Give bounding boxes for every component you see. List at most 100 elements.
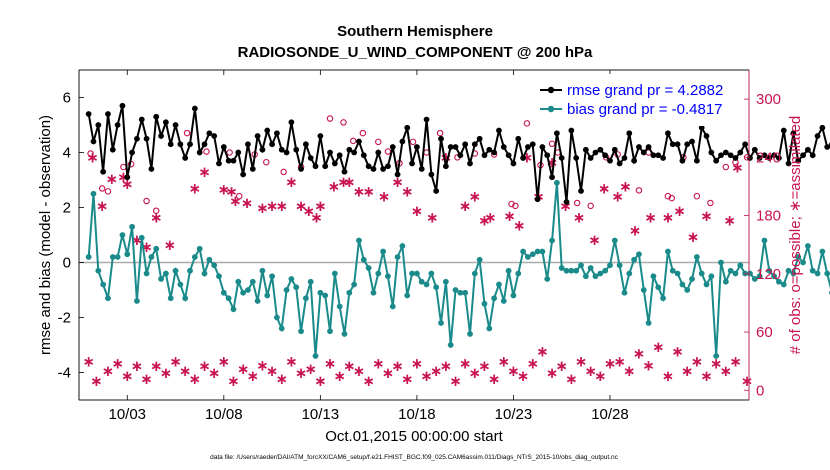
rmse-point (790, 130, 797, 137)
bias-point (814, 270, 821, 277)
assimilated-obs-point: ∗ (189, 370, 202, 388)
bias-point (636, 251, 642, 258)
assimilated-obs-point: ∗ (391, 173, 404, 191)
assimilated-obs-point: ∗ (469, 187, 482, 205)
rmse-point (283, 149, 290, 156)
rmse-point (302, 141, 309, 148)
bias-point (114, 254, 121, 260)
bias-point (539, 248, 546, 255)
rmse-point (529, 141, 536, 148)
assimilated-obs-point: ∗ (382, 364, 395, 382)
rmse-point (351, 149, 358, 156)
rmse-point (399, 138, 406, 145)
assimilated-obs-point: ∗ (623, 362, 636, 380)
bias-point (124, 251, 131, 258)
y-right-tick-label: 120 (756, 266, 781, 283)
bias-point (90, 190, 97, 197)
bias-point (85, 254, 92, 260)
assimilated-obs-point: ∗ (140, 370, 153, 388)
bias-point (592, 273, 599, 280)
rmse-point (447, 144, 454, 150)
bias-point (288, 276, 295, 282)
possible-obs-point (143, 197, 150, 205)
assimilated-obs-point: ∗ (86, 149, 99, 167)
rmse-point (568, 127, 575, 134)
bias-point (380, 248, 387, 255)
bias-point (302, 295, 309, 302)
rmse-point (278, 146, 285, 153)
bias-point (640, 287, 647, 293)
rmse-point (496, 127, 502, 134)
assimilated-obs-point: ∗ (426, 209, 439, 227)
bias-point (365, 265, 372, 271)
assimilated-obs-point: ∗ (229, 192, 242, 210)
bias-point (800, 259, 806, 266)
rmse-point (413, 144, 420, 150)
possible-obs-point (326, 115, 334, 122)
assimilated-obs-point: ∗ (526, 354, 539, 372)
rmse-point (196, 149, 203, 156)
rmse-point (322, 163, 329, 170)
assimilated-obs-point: ∗ (337, 173, 350, 191)
assimilated-obs-point: ∗ (507, 362, 520, 380)
bias-point (235, 278, 242, 285)
rmse-point (669, 141, 676, 148)
bias-point (336, 303, 343, 310)
rmse-point (520, 155, 526, 161)
rmse-point (819, 124, 826, 131)
assimilated-obs-point: ∗ (710, 354, 723, 372)
bias-point (722, 278, 729, 285)
assimilated-obs-point: ∗ (362, 372, 375, 390)
assimilated-obs-point: ∗ (671, 343, 684, 361)
bias-point (597, 270, 604, 277)
possible-obs-point (98, 185, 106, 192)
assimilated-obs-point: ∗ (82, 352, 95, 370)
assimilated-obs-point: ∗ (604, 354, 617, 372)
rmse-point (240, 171, 247, 178)
assimilated-obs-point: ∗ (478, 212, 491, 230)
assimilated-obs-point: ∗ (246, 367, 259, 385)
rmse-point (230, 157, 237, 164)
rmse-point (809, 152, 816, 159)
assimilated-obs-point: ∗ (150, 357, 163, 375)
rmse-point (597, 146, 604, 153)
bias-point (563, 267, 570, 274)
rmse-point (708, 149, 715, 156)
bias-point (525, 254, 531, 260)
bias-point (626, 270, 633, 277)
bias-point (776, 278, 782, 285)
bias-point (467, 331, 473, 337)
rmse-point (206, 130, 213, 137)
assimilated-obs-point: ∗ (459, 354, 472, 372)
bias-point (428, 270, 435, 277)
bias-point (655, 284, 662, 291)
assimilated-obs-point: ∗ (90, 372, 103, 390)
assimilated-obs-point: ∗ (169, 352, 182, 370)
rmse-point (640, 149, 647, 156)
possible-obs-point (263, 158, 270, 166)
rmse-point (481, 152, 488, 159)
rmse-point (428, 171, 435, 178)
assimilated-obs-point: ∗ (652, 338, 665, 356)
assimilated-obs-point: ∗ (295, 197, 308, 215)
rmse-point (269, 141, 275, 148)
assimilated-obs-point: ∗ (160, 364, 173, 382)
x-tick-label: 10/13 (302, 406, 340, 423)
assimilated-obs-point: ∗ (555, 357, 568, 375)
rmse-point (249, 166, 256, 172)
assimilated-obs-point: ∗ (642, 356, 655, 374)
rmse-point (187, 141, 193, 148)
bias-point (713, 353, 720, 359)
assimilated-obs-point: ∗ (179, 362, 192, 380)
bias-point (505, 267, 512, 274)
legend-bias-label: bias grand pr = -0.4817 (567, 101, 723, 118)
rmse-point (804, 146, 811, 153)
bias-point (578, 262, 584, 269)
bias-point (399, 243, 406, 249)
bias-point (438, 320, 444, 326)
assimilated-obs-point: ∗ (121, 175, 134, 193)
assimilated-obs-point: ∗ (362, 183, 375, 201)
bias-point (631, 256, 638, 263)
bias-point (206, 256, 213, 263)
